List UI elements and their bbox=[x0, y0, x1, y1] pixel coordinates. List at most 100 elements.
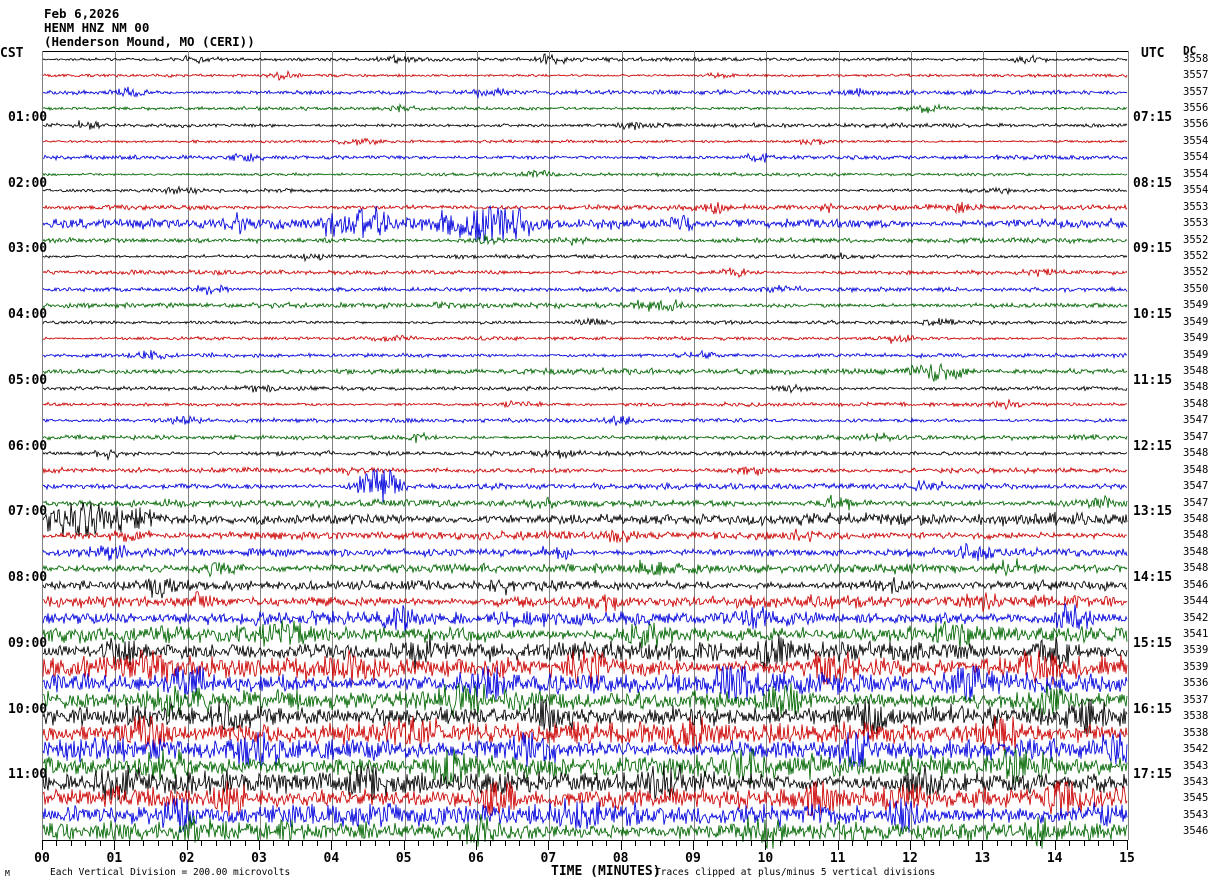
vertical-gridline bbox=[911, 51, 912, 840]
dc-offset-value: 3538 bbox=[1183, 726, 1209, 739]
x-axis-minor-tick bbox=[215, 840, 217, 846]
left-time-tick: 07:00 bbox=[8, 504, 48, 520]
seismogram-trace[interactable] bbox=[43, 585, 1128, 618]
seismogram-trace[interactable] bbox=[43, 174, 1128, 207]
dc-offset-value: 3547 bbox=[1183, 430, 1209, 443]
dc-offset-value: 3548 bbox=[1183, 562, 1209, 575]
seismogram-trace[interactable] bbox=[43, 421, 1128, 454]
trace-path bbox=[43, 300, 1127, 312]
seismogram-trace[interactable] bbox=[43, 306, 1128, 339]
seismogram-trace[interactable] bbox=[43, 651, 1128, 684]
x-axis-baseline bbox=[42, 840, 1127, 841]
x-axis-tick-label: 03 bbox=[251, 851, 267, 866]
left-time-tick: 05:00 bbox=[8, 372, 48, 388]
plot-top-border bbox=[43, 51, 1128, 52]
x-axis-minor-tick bbox=[1098, 840, 1100, 846]
trace-path bbox=[43, 285, 1127, 295]
x-axis-minor-tick bbox=[808, 840, 810, 846]
x-axis-minor-tick bbox=[1025, 840, 1027, 846]
x-axis-minor-tick bbox=[374, 840, 376, 846]
left-time-tick: 06:00 bbox=[8, 438, 48, 454]
seismogram-trace[interactable] bbox=[43, 207, 1128, 240]
seismogram-trace[interactable] bbox=[43, 536, 1128, 569]
seismogram-trace[interactable] bbox=[43, 437, 1128, 470]
x-axis-major-tick bbox=[982, 840, 984, 850]
seismogram-trace[interactable] bbox=[43, 125, 1128, 158]
seismogram-trace[interactable] bbox=[43, 355, 1128, 388]
seismogram-trace[interactable] bbox=[43, 799, 1128, 832]
x-axis-major-tick bbox=[765, 840, 767, 850]
seismogram-trace[interactable] bbox=[43, 733, 1128, 766]
x-axis-tick-label: 00 bbox=[34, 851, 50, 866]
trace-path bbox=[43, 350, 1127, 360]
seismogram-trace[interactable] bbox=[43, 635, 1128, 668]
seismogram-trace[interactable] bbox=[43, 322, 1128, 355]
x-axis-minor-tick bbox=[1112, 840, 1114, 846]
seismogram-trace[interactable] bbox=[43, 519, 1128, 552]
seismogram-trace[interactable] bbox=[43, 388, 1128, 421]
seismogram-trace[interactable] bbox=[43, 339, 1128, 372]
dc-offset-value: 3543 bbox=[1183, 775, 1209, 788]
seismogram-trace[interactable] bbox=[43, 289, 1128, 322]
x-axis-minor-tick bbox=[70, 840, 72, 846]
seismogram-trace[interactable] bbox=[43, 569, 1128, 602]
seismogram-trace[interactable] bbox=[43, 158, 1128, 191]
seismogram-trace[interactable] bbox=[43, 109, 1128, 142]
trace-path bbox=[43, 467, 1127, 476]
seismogram-trace[interactable] bbox=[43, 717, 1128, 750]
dc-column-label: DC bbox=[1183, 44, 1197, 57]
vertical-gridline bbox=[187, 51, 189, 840]
seismogram-trace[interactable] bbox=[43, 552, 1128, 585]
seismogram-trace[interactable] bbox=[43, 92, 1128, 125]
dc-offset-value: 3554 bbox=[1183, 167, 1209, 180]
seismogram-trace[interactable] bbox=[43, 404, 1128, 437]
trace-path bbox=[43, 765, 1127, 800]
trace-path bbox=[43, 469, 1127, 503]
dc-offset-value: 3543 bbox=[1183, 759, 1209, 772]
seismogram-trace[interactable] bbox=[43, 240, 1128, 273]
seismogram-trace[interactable] bbox=[43, 141, 1128, 174]
seismogram-trace[interactable] bbox=[43, 766, 1128, 799]
dc-offset-value: 3548 bbox=[1183, 397, 1209, 410]
seismogram-trace[interactable] bbox=[43, 256, 1128, 289]
trace-path bbox=[43, 105, 1127, 114]
seismogram-trace[interactable] bbox=[43, 487, 1128, 520]
seismogram-trace[interactable] bbox=[43, 602, 1128, 635]
dc-offset-value: 3557 bbox=[1183, 85, 1209, 98]
seismogram-trace[interactable] bbox=[43, 750, 1128, 783]
x-axis-minor-tick bbox=[924, 840, 926, 846]
clip-note: Traces clipped at plus/minus 5 vertical … bbox=[655, 867, 936, 878]
x-axis-major-tick bbox=[1127, 840, 1128, 850]
seismogram-trace[interactable] bbox=[43, 667, 1128, 700]
x-axis-minor-tick bbox=[852, 840, 854, 846]
trace-path bbox=[43, 154, 1127, 164]
seismogram-trace[interactable] bbox=[43, 372, 1128, 405]
seismogram-trace[interactable] bbox=[43, 503, 1128, 536]
dc-offset-value: 3543 bbox=[1183, 808, 1209, 821]
dc-offset-value: 3552 bbox=[1183, 233, 1209, 246]
x-axis bbox=[42, 840, 1128, 850]
x-axis-minor-tick bbox=[577, 840, 579, 846]
x-axis-minor-tick bbox=[201, 840, 203, 846]
left-time-tick: 02:00 bbox=[8, 175, 48, 191]
seismogram-trace[interactable] bbox=[43, 76, 1128, 109]
seismogram-trace[interactable] bbox=[43, 684, 1128, 717]
trace-path bbox=[43, 206, 1127, 241]
seismogram-trace[interactable] bbox=[43, 700, 1128, 733]
seismogram-trace[interactable] bbox=[43, 273, 1128, 306]
seismogram-trace[interactable] bbox=[43, 815, 1128, 848]
seismogram-trace[interactable] bbox=[43, 470, 1128, 503]
seismogram-trace[interactable] bbox=[43, 191, 1128, 224]
dc-offset-value: 3546 bbox=[1183, 825, 1209, 838]
seismogram-trace[interactable] bbox=[43, 224, 1128, 257]
seismogram-trace[interactable] bbox=[43, 454, 1128, 487]
x-axis-minor-tick bbox=[504, 840, 506, 846]
seismogram-trace[interactable] bbox=[43, 782, 1128, 815]
seismogram-plot[interactable] bbox=[42, 51, 1129, 840]
seismogram-trace[interactable] bbox=[43, 43, 1128, 76]
trace-path bbox=[43, 252, 1127, 260]
seismogram-trace[interactable] bbox=[43, 59, 1128, 92]
dc-offset-value: 3537 bbox=[1183, 693, 1209, 706]
right-time-tick: 12:15 bbox=[1133, 438, 1173, 454]
seismogram-trace[interactable] bbox=[43, 618, 1128, 651]
